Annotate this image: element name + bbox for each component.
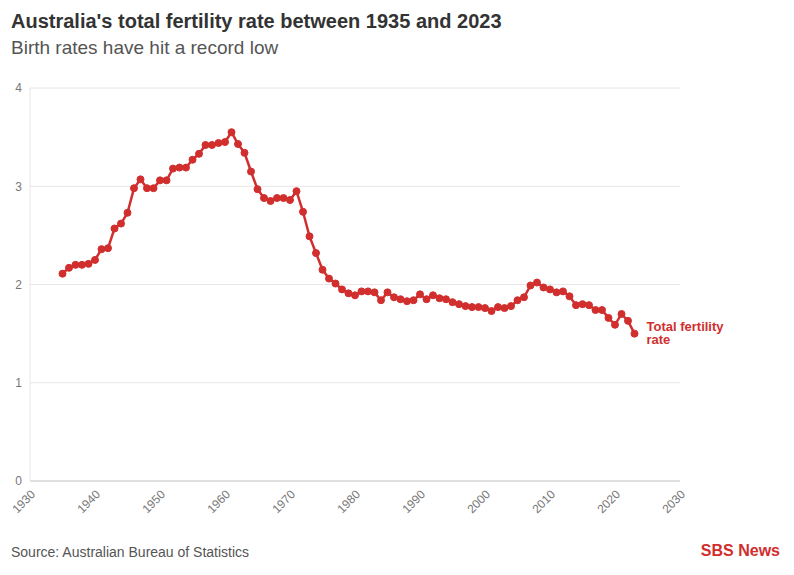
svg-text:2020: 2020 — [594, 487, 623, 516]
svg-text:1960: 1960 — [204, 487, 233, 516]
svg-text:0: 0 — [15, 474, 22, 488]
svg-text:Total fertilityrate: Total fertilityrate — [647, 319, 725, 347]
svg-text:2000: 2000 — [464, 487, 493, 516]
svg-text:1950: 1950 — [139, 487, 168, 516]
svg-text:2010: 2010 — [529, 487, 558, 516]
html-text:Birth rates have hit a record: Birth rates have hit a record low — [11, 37, 279, 58]
svg-text:4: 4 — [15, 81, 22, 95]
svg-text:1970: 1970 — [269, 487, 298, 516]
svg-text:2: 2 — [15, 278, 22, 292]
html-text:Source: Australian Bureau of S: Source: Australian Bureau of Statistics — [11, 544, 250, 560]
svg-text:1: 1 — [15, 376, 22, 390]
svg-text:2030: 2030 — [659, 487, 688, 516]
html-text:SBS News: SBS News — [700, 542, 780, 559]
svg-text:1990: 1990 — [399, 487, 428, 516]
html-text:Australia's total fertility ra: Australia's total fertility rate between… — [11, 10, 502, 32]
svg-text:3: 3 — [15, 180, 22, 194]
svg-text:1980: 1980 — [334, 487, 363, 516]
svg-text:1940: 1940 — [74, 487, 103, 516]
svg-text:1930: 1930 — [9, 487, 38, 516]
